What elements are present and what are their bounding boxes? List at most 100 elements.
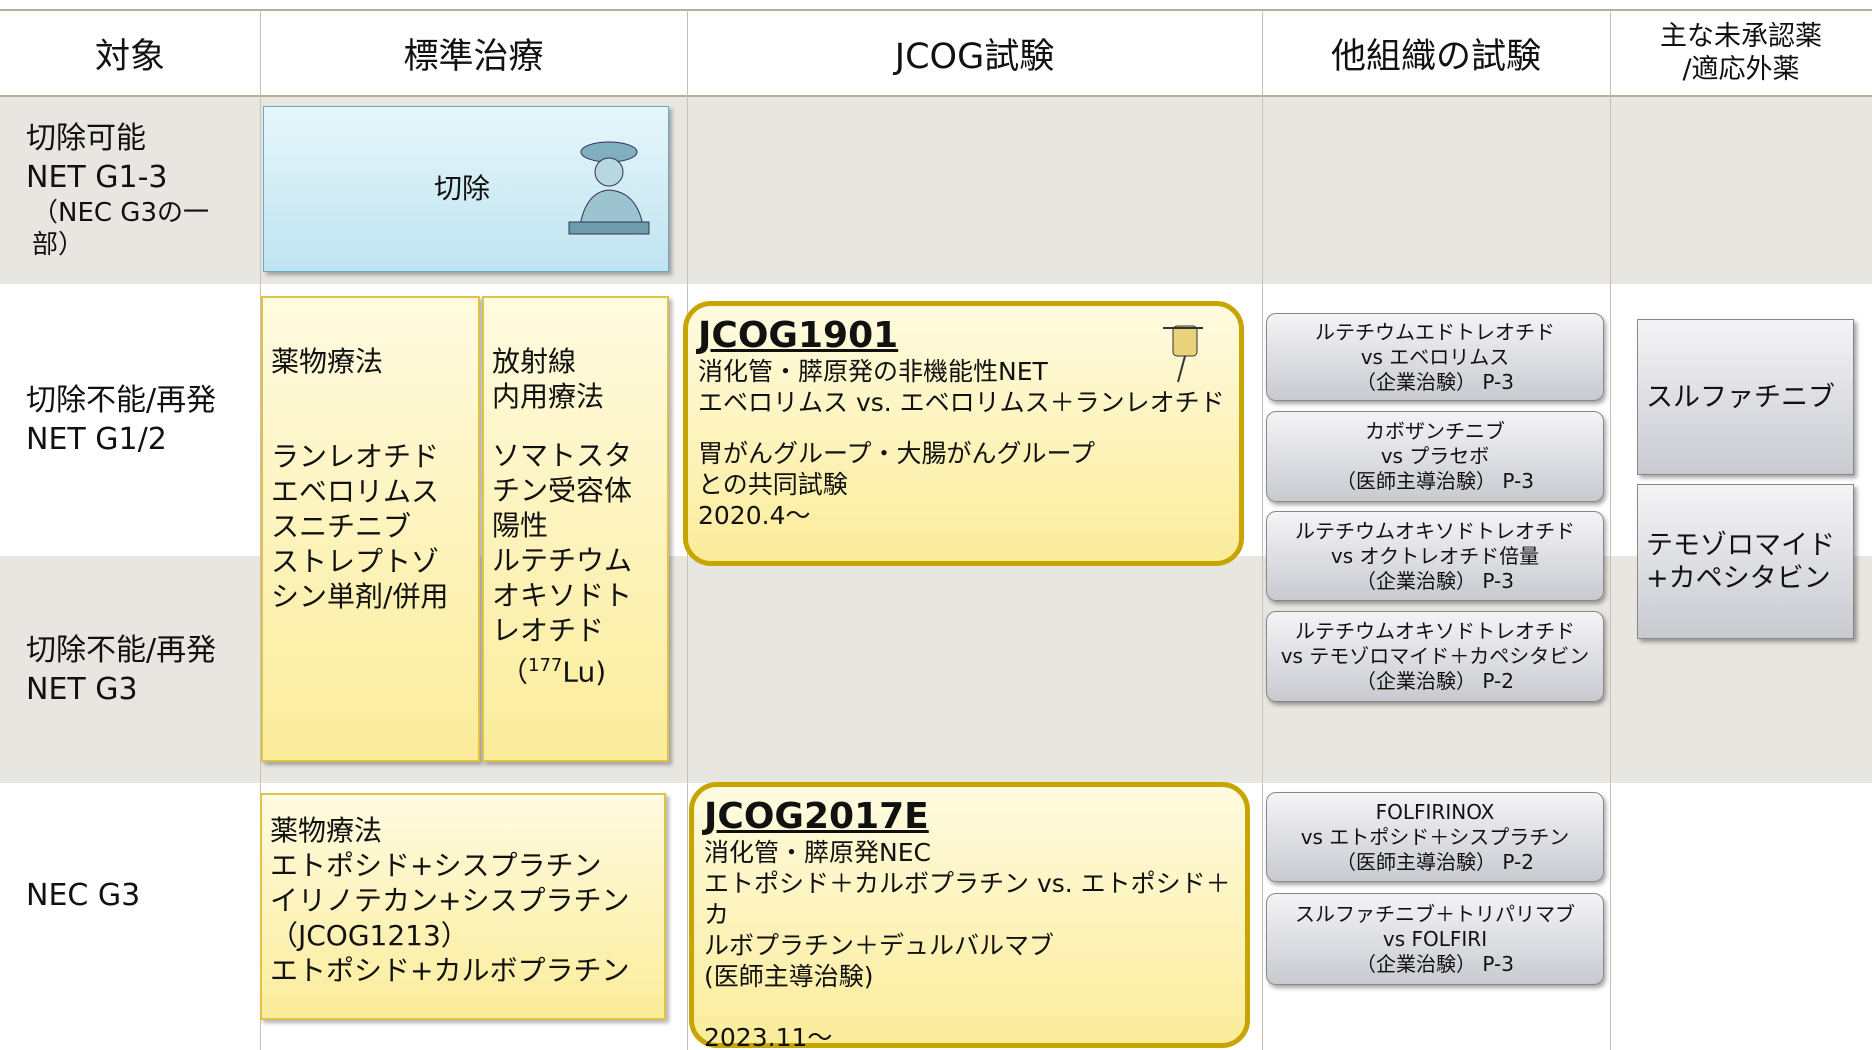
text-line: /適応外薬 xyxy=(1682,54,1800,85)
text-line: エトポシド＋カルボプラチン vs. エトポシド＋カ xyxy=(704,869,1231,929)
surgeon-icon xyxy=(568,141,650,235)
text-line: vs エベロリムス xyxy=(1360,344,1510,369)
text-line: NEC G3 xyxy=(26,877,141,913)
text-line: シン単剤/併用 xyxy=(271,580,449,613)
trial-box: スルファチニブ＋トリパリマブ vs FOLFIRI （企業治験） P-3 xyxy=(1266,893,1604,985)
text-line: ルテチウムエドトレオチド xyxy=(1315,319,1555,344)
trial-id: JCOG1901 xyxy=(698,315,899,356)
drug-box: スルファチニブ xyxy=(1637,319,1854,475)
box-title: 薬物療法 xyxy=(271,345,384,378)
text-line: ランレオチド xyxy=(271,440,440,473)
text: （ xyxy=(500,655,529,689)
resection-box: 切除 xyxy=(263,106,669,272)
trial-note: 胃がんグループ・大腸がんグループ との共同試験 xyxy=(698,438,1229,500)
superscript: 177 xyxy=(528,655,563,676)
trial-box: ルテチウムエドトレオチド vs エベロリムス （企業治験） P-3 xyxy=(1266,313,1604,401)
text-line: テモゾロマイド xyxy=(1646,529,1835,561)
jcog-box: JCOG2017E 消化管・膵原発NEC エトポシド＋カルボプラチン vs. エト… xyxy=(689,782,1250,1050)
text-line: エトポシド+カルボプラチン xyxy=(270,954,630,987)
text-line: vs オクトレオチド倍量 xyxy=(1330,543,1540,568)
text-line: ルテチウム xyxy=(492,544,633,577)
trial-box: ルテチウムオキソドトレオチド vs テモゾロマイド＋カペシタビン （企業治験） P-… xyxy=(1266,611,1604,702)
row-label: 切除不能/再発 NET G3 xyxy=(26,610,216,730)
text-line: （企業治験） P-3 xyxy=(1356,568,1514,593)
text-line: ストレプトゾ xyxy=(271,545,440,578)
col-line xyxy=(1262,10,1263,1050)
trial-id: JCOG2017E xyxy=(704,796,929,837)
text-line: レオチド xyxy=(492,614,605,647)
text-line: 切除不能/再発 xyxy=(26,383,217,418)
text-line: 切除不能/再発 xyxy=(26,633,217,668)
text-line: NET G1/2 xyxy=(26,422,167,457)
text-line: （JCOG1213） xyxy=(270,919,469,952)
text-line: イリノテカン+シスプラチン xyxy=(270,884,630,917)
trial-box: FOLFIRINOX vs エトポシド＋シスプラチン （医師主導治験） P-2 xyxy=(1266,792,1604,882)
trial-date: 2023.11～ xyxy=(704,1023,833,1050)
text-line: スルファチニブ＋トリパリマブ xyxy=(1295,901,1575,926)
radiation-box: 放射線 内用療法 ソマトスタ チン受容体 陽性 ルテチウム オキソドト レオチド （177L… xyxy=(482,296,669,762)
text-line: エベロリムス vs. エベロリムス＋ランレオチド xyxy=(698,388,1225,417)
top-rule xyxy=(0,9,1872,11)
text-line: (医師主導治験) xyxy=(704,962,874,991)
header-rule xyxy=(0,95,1872,97)
trial-text: 消化管・膵原発NEC エトポシド＋カルボプラチン vs. エトポシド＋カ ルボプラチ… xyxy=(704,837,1235,992)
text-line: 部） xyxy=(32,230,85,260)
text-line: オキソドト xyxy=(492,579,633,612)
text-line: エトポシド+シスプラチン xyxy=(270,849,602,882)
text-line: FOLFIRINOX xyxy=(1375,799,1495,824)
text-line: +カペシタビン xyxy=(1646,562,1831,594)
header-cell: 対象 xyxy=(94,36,165,77)
text-line: チン受容体 xyxy=(492,474,633,507)
text-line: スルファチニブ xyxy=(1646,381,1835,413)
text-line: 陽性 xyxy=(492,509,549,542)
text-line: ルテチウムオキソドトレオチド xyxy=(1295,619,1575,643)
text-line: との共同試験 xyxy=(698,470,848,499)
trial-text: 消化管・膵原発の非機能性NET エベロリムス vs. エベロリムス＋ランレオチド xyxy=(698,356,1229,418)
box-title: 放射線 内用療法 xyxy=(492,344,659,414)
box-items: ソマトスタ チン受容体 陽性 ルテチウム オキソドト レオチド xyxy=(492,438,659,648)
text-line: エベロリムス xyxy=(271,475,440,508)
text-line: 主な未承認薬 xyxy=(1660,21,1822,52)
text-line: vs プラセボ xyxy=(1380,444,1490,468)
box-items: ランレオチド エベロリムス スニチニブ ストレプトゾ シン単剤/併用 xyxy=(271,439,470,614)
col-line xyxy=(1610,10,1611,1050)
row-label: NEC G3 xyxy=(26,860,140,930)
text: Lu) xyxy=(562,655,607,689)
text-line: 消化管・膵原発NEC xyxy=(704,838,931,867)
text-line: ルテチウムオキソドトレオチド xyxy=(1295,518,1575,543)
text-line: ソマトスタ xyxy=(492,439,633,472)
row-label: 切除不能/再発 NET G1/2 xyxy=(26,360,216,480)
row-label: 切除可能 NET G1-3 （NEC G3の一 部） xyxy=(26,110,209,270)
trial-box: ルテチウムオキソドトレオチド vs オクトレオチド倍量 （企業治験） P-3 xyxy=(1266,511,1604,601)
jcog-box: JCOG1901 消化管・膵原発の非機能性NET エベロリムス vs. エベロリム… xyxy=(683,301,1244,566)
nec-drug-box: 薬物療法 エトポシド+シスプラチン イリノテカン+シスプラチン （JCOG1213）エ… xyxy=(260,793,666,1020)
drug-box: 薬物療法 ランレオチド エベロリムス スニチニブ ストレプトゾ シン単剤/併用 xyxy=(261,296,480,762)
trial-box: カボザンチニブ vs プラセボ （医師主導治験） P-3 xyxy=(1266,411,1604,502)
text-line: NET G3 xyxy=(26,672,138,707)
text-line: vs テモゾロマイド＋カペシタビン xyxy=(1280,644,1590,668)
text-line: （企業治験） P-2 xyxy=(1356,669,1514,693)
text-line: （NEC G3の一 xyxy=(32,198,209,228)
drip-icon xyxy=(1163,325,1203,383)
trial-date: 2020.4～ xyxy=(698,501,811,530)
header-cell: 標準治療 xyxy=(403,36,544,77)
text-line: vs エトポシド＋シスプラチン xyxy=(1300,824,1570,849)
col-line xyxy=(260,10,261,1050)
text-line: NET G1-3 xyxy=(26,160,168,195)
text-line: スニチニブ xyxy=(271,510,412,543)
text-line: 薬物療法 xyxy=(270,814,383,847)
text-line: 放射線 xyxy=(492,345,577,378)
text-line: カボザンチニブ xyxy=(1365,419,1505,443)
text-line: （企業治験） P-3 xyxy=(1356,951,1514,976)
header-cell: JCOG試験 xyxy=(894,36,1055,77)
text-line: vs FOLFIRI xyxy=(1382,926,1488,951)
text-line: 切除可能 xyxy=(26,121,146,156)
isotope: （177Lu) xyxy=(492,648,659,689)
text-line: 胃がんグループ・大腸がんグループ xyxy=(698,439,1096,468)
text-line: （企業治験） P-3 xyxy=(1356,369,1514,394)
text-line: 内用療法 xyxy=(492,380,605,413)
label-note: （NEC G3の一 部） xyxy=(26,197,209,261)
text-line: （医師主導治験） P-3 xyxy=(1336,469,1534,493)
drug-box: テモゾロマイド +カペシタビン xyxy=(1637,484,1854,639)
